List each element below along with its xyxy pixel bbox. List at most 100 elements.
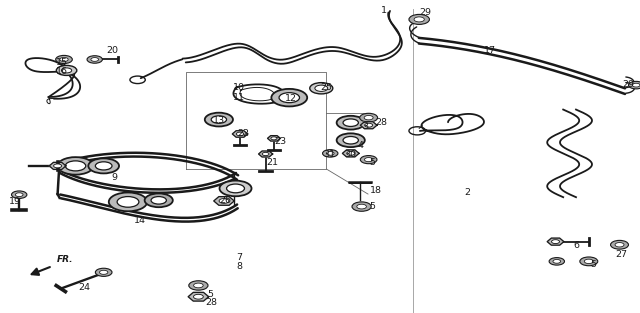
Text: 21: 21	[267, 158, 278, 167]
Polygon shape	[49, 162, 66, 169]
Circle shape	[347, 151, 355, 155]
Circle shape	[343, 136, 358, 144]
Polygon shape	[259, 151, 273, 157]
Circle shape	[109, 192, 147, 211]
Circle shape	[88, 158, 119, 173]
Circle shape	[56, 65, 77, 75]
Circle shape	[95, 268, 112, 276]
Text: 12: 12	[285, 94, 297, 103]
Circle shape	[193, 283, 204, 288]
Circle shape	[552, 240, 559, 244]
Text: 23: 23	[275, 137, 286, 146]
Circle shape	[61, 68, 72, 73]
Circle shape	[365, 123, 372, 127]
Circle shape	[628, 81, 640, 89]
Circle shape	[279, 93, 300, 103]
Text: 11: 11	[234, 93, 245, 101]
Text: 18: 18	[371, 187, 382, 195]
Circle shape	[100, 270, 108, 274]
Text: FR.: FR.	[56, 255, 73, 264]
Text: 10: 10	[234, 83, 245, 92]
Text: 30: 30	[345, 151, 356, 159]
Circle shape	[87, 56, 102, 63]
Circle shape	[15, 193, 23, 197]
Text: 15: 15	[56, 58, 68, 67]
Circle shape	[262, 152, 269, 156]
Circle shape	[315, 85, 328, 91]
Circle shape	[632, 83, 640, 87]
Polygon shape	[232, 131, 248, 137]
Circle shape	[580, 257, 598, 266]
Polygon shape	[342, 150, 359, 157]
Polygon shape	[214, 197, 234, 205]
Circle shape	[553, 259, 561, 263]
Circle shape	[193, 294, 204, 299]
Circle shape	[343, 119, 358, 126]
Circle shape	[549, 258, 564, 265]
Text: 4: 4	[358, 141, 364, 150]
Circle shape	[584, 259, 593, 264]
Circle shape	[91, 58, 99, 61]
Circle shape	[360, 113, 378, 122]
Text: 29: 29	[419, 8, 431, 17]
Text: 13: 13	[213, 116, 225, 125]
Polygon shape	[268, 136, 280, 141]
Circle shape	[414, 17, 424, 22]
Circle shape	[205, 113, 233, 126]
Text: 26: 26	[220, 197, 231, 205]
Circle shape	[364, 115, 373, 120]
Circle shape	[58, 157, 93, 175]
Circle shape	[365, 158, 372, 162]
Circle shape	[236, 132, 244, 136]
Circle shape	[60, 57, 68, 61]
Circle shape	[310, 83, 333, 94]
Circle shape	[117, 197, 139, 207]
Circle shape	[65, 161, 86, 171]
Text: 14: 14	[134, 216, 145, 225]
Circle shape	[357, 204, 367, 209]
Text: 2: 2	[464, 188, 470, 197]
Text: 31: 31	[323, 151, 335, 159]
Text: 24: 24	[79, 283, 90, 292]
Circle shape	[337, 133, 365, 147]
Polygon shape	[547, 238, 564, 245]
Text: 3: 3	[362, 122, 368, 131]
Circle shape	[337, 116, 365, 130]
Polygon shape	[188, 292, 209, 301]
Text: 22: 22	[237, 130, 249, 138]
Text: 28: 28	[205, 298, 217, 306]
Circle shape	[54, 164, 61, 168]
Circle shape	[352, 202, 371, 211]
Text: 16: 16	[56, 68, 68, 76]
Text: 6: 6	[573, 241, 579, 250]
Text: 1: 1	[381, 7, 387, 15]
Circle shape	[409, 14, 429, 24]
Circle shape	[211, 116, 227, 123]
Text: 28: 28	[376, 118, 387, 126]
Circle shape	[189, 281, 208, 290]
Text: 20: 20	[106, 46, 118, 54]
Circle shape	[271, 137, 277, 140]
Circle shape	[323, 150, 338, 157]
Text: 5: 5	[369, 202, 376, 211]
Text: 5: 5	[207, 290, 213, 299]
Circle shape	[145, 193, 173, 207]
Circle shape	[12, 191, 27, 198]
Circle shape	[227, 184, 244, 193]
Text: 19: 19	[10, 198, 21, 206]
Circle shape	[219, 198, 229, 203]
Circle shape	[56, 55, 72, 64]
Circle shape	[271, 89, 307, 106]
Text: 27: 27	[615, 250, 627, 259]
Circle shape	[615, 243, 624, 247]
Circle shape	[151, 197, 166, 204]
Circle shape	[220, 181, 252, 196]
Text: 7: 7	[236, 253, 243, 262]
Circle shape	[326, 151, 334, 155]
Text: 5: 5	[369, 158, 376, 167]
Text: 8: 8	[236, 262, 243, 271]
Text: 17: 17	[484, 46, 495, 54]
Circle shape	[360, 156, 377, 164]
Circle shape	[611, 240, 628, 249]
Text: 5: 5	[590, 260, 596, 269]
